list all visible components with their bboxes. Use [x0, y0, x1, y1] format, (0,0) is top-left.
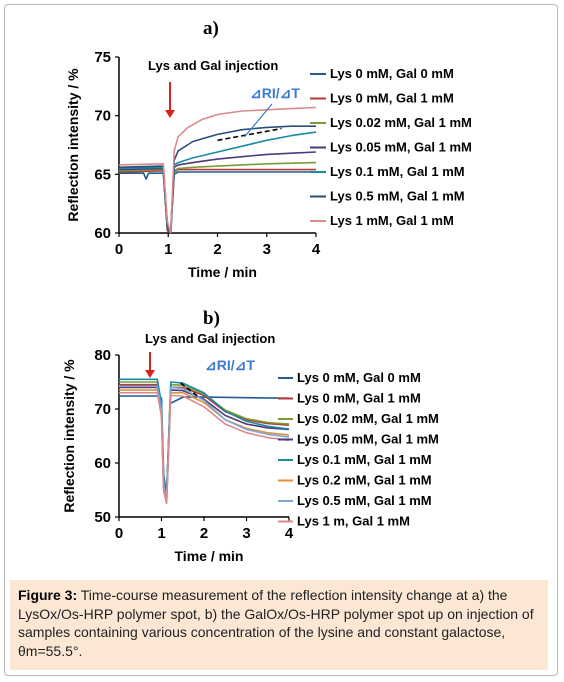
chart-a: 60 65 70 75 0 1 2 3 4 Time / min Reflection intens… — [65, 49, 472, 280]
slope-pointer-a — [244, 103, 273, 138]
series-group-a — [119, 106, 317, 233]
slope-annotation-b: ⊿RI/⊿T — [205, 357, 255, 373]
slope-annotation-a: ⊿RI/⊿T — [250, 85, 300, 101]
legend-entry-a-0: Lys 0 mM, Gal 0 mM — [330, 66, 454, 81]
y-axis-label-a: Reflection intensity / % — [65, 68, 81, 222]
legend-entry-a-6: Lys 1 mM, Gal 1 mM — [330, 213, 454, 228]
x-tick-label-b: 2 — [200, 525, 208, 542]
figure-caption: Figure 3: Time-course measurement of the… — [10, 580, 548, 670]
series-line-a-0 — [119, 171, 316, 233]
y-tick-label-a: 65 — [94, 166, 111, 183]
series-line-b-6 — [119, 385, 290, 501]
x-tick-label-a: 0 — [115, 241, 123, 258]
series-line-b-0 — [119, 395, 290, 497]
legend-entry-b-3: Lys 0.05 mM, Gal 1 mM — [297, 432, 439, 447]
y-tick-label-b: 60 — [94, 455, 111, 472]
x-tick-label-a: 3 — [263, 241, 271, 258]
legend-entry-b-2: Lys 0.02 mM, Gal 1 mM — [297, 411, 439, 426]
y-tick-label-b: 80 — [94, 347, 111, 364]
injection-arrow-head-b — [145, 370, 155, 378]
caption-label: Figure 3: — [18, 587, 78, 603]
panel-b-label: b) — [203, 308, 220, 329]
y-tick-label-a: 75 — [94, 49, 111, 66]
legend-entry-a-4: Lys 0.1 mM, Gal 1 mM — [330, 164, 465, 179]
legend-entry-a-3: Lys 0.05 mM, Gal 1 mM — [330, 140, 472, 155]
x-tick-label-a: 1 — [164, 241, 172, 258]
y-axis-label-b: Reflection intensity / % — [61, 359, 77, 513]
injection-arrow-head-a — [165, 110, 175, 118]
legend-entry-b-5: Lys 0.2 mM, Gal 1 mM — [297, 473, 432, 488]
series-group-b — [119, 378, 290, 505]
legend-entry-b-0: Lys 0 mM, Gal 0 mM — [297, 370, 421, 385]
x-tick-label-b: 3 — [242, 525, 250, 542]
slope-dashed-line-b — [180, 382, 199, 397]
figure-frame — [4, 4, 558, 676]
legend-entry-b-6: Lys 0.5 mM, Gal 1 mM — [297, 493, 432, 508]
injection-annotation-b: Lys and Gal injection — [145, 331, 275, 346]
series-line-a-1 — [119, 168, 316, 233]
x-tick-label-a: 2 — [213, 241, 221, 258]
slope-dashed-line-a — [217, 127, 282, 142]
figure-charts: a) 60 65 70 75 0 1 2 3 4 Time / min Reflection int… — [61, 18, 472, 564]
legend-entry-b-1: Lys 0 mM, Gal 1 mM — [297, 391, 421, 406]
legend-entry-b-4: Lys 0.1 mM, Gal 1 mM — [297, 452, 432, 467]
series-line-a-5 — [119, 125, 316, 233]
x-tick-label-b: 4 — [285, 525, 294, 542]
y-tick-label-a: 60 — [94, 225, 111, 242]
chart-b: 50 60 70 80 0 1 2 3 4 Time / min Reflection intens… — [61, 331, 439, 564]
x-tick-label-a: 4 — [312, 241, 321, 258]
x-axis-label-a: Time / min — [188, 264, 257, 280]
y-tick-label-b: 70 — [94, 401, 111, 418]
x-tick-label-b: 1 — [157, 525, 165, 542]
legend-entry-a-2: Lys 0.02 mM, Gal 1 mM — [330, 115, 472, 130]
series-line-b-4 — [119, 378, 290, 494]
series-line-a-4 — [119, 131, 317, 233]
x-axis-label-b: Time / min — [175, 548, 244, 564]
panel-a-label: a) — [203, 18, 219, 39]
y-tick-label-b: 50 — [94, 509, 111, 526]
x-tick-label-b: 0 — [115, 525, 123, 542]
legend-entry-b-7: Lys 1 m, Gal 1 mM — [297, 514, 410, 529]
legend-entry-a-1: Lys 0 mM, Gal 1 mM — [330, 91, 454, 106]
caption-text: Time-course measurement of the reflectio… — [18, 587, 534, 659]
series-line-b-7 — [119, 391, 290, 505]
series-line-b-3 — [119, 386, 290, 502]
injection-annotation-a: Lys and Gal injection — [148, 58, 278, 73]
y-tick-label-a: 70 — [94, 108, 111, 125]
legend-entry-a-5: Lys 0.5 mM, Gal 1 mM — [330, 189, 465, 204]
